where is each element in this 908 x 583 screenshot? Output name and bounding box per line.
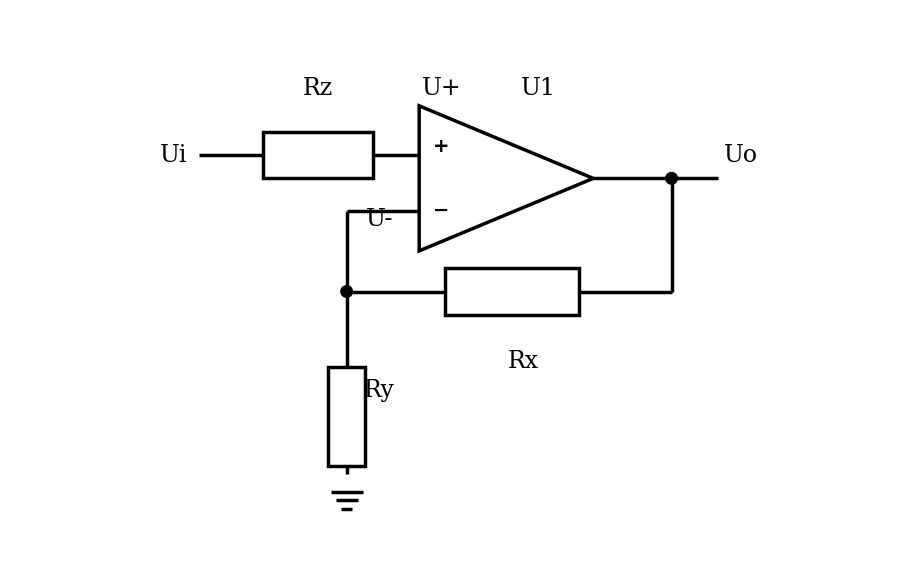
Text: Ry: Ry	[364, 378, 395, 402]
Text: Ui: Ui	[160, 143, 187, 167]
Text: +: +	[433, 137, 449, 156]
Text: Rx: Rx	[508, 350, 539, 373]
Text: U-: U-	[366, 208, 393, 231]
Circle shape	[666, 173, 677, 184]
Bar	[445, 268, 578, 315]
Text: −: −	[433, 201, 449, 220]
Text: U1: U1	[520, 77, 556, 100]
Bar	[328, 367, 365, 466]
Text: U+: U+	[422, 77, 461, 100]
Bar	[262, 132, 373, 178]
Text: Rz: Rz	[302, 77, 332, 100]
Text: Uo: Uo	[724, 143, 758, 167]
Circle shape	[340, 286, 352, 297]
